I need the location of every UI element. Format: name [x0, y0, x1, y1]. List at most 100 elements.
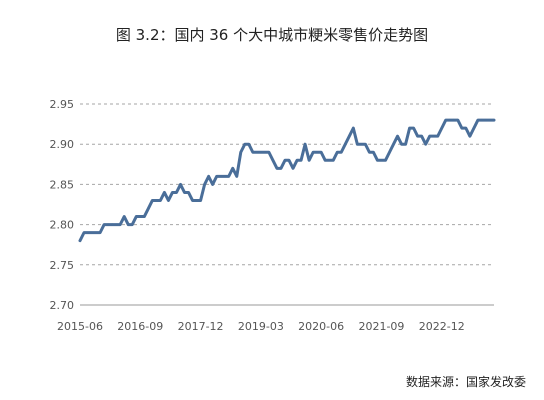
data-point: [400, 143, 403, 146]
data-point: [336, 151, 339, 154]
data-point: [408, 126, 411, 130]
data-point: [464, 126, 468, 130]
data-point: [384, 159, 387, 162]
data-point: [291, 167, 295, 170]
data-point: [444, 118, 447, 122]
x-tick-label: 2019-03: [238, 320, 284, 333]
data-point: [412, 126, 415, 130]
data-point: [328, 159, 331, 162]
data-point: [187, 191, 190, 194]
data-point: [299, 159, 303, 162]
y-tick-label: 2.95: [50, 98, 75, 111]
data-point: [131, 223, 134, 226]
y-tick-label: 2.70: [50, 299, 75, 312]
data-point: [110, 223, 114, 226]
data-point: [195, 199, 198, 202]
data-point: [231, 167, 234, 170]
data-point: [323, 159, 327, 162]
data-point: [219, 175, 222, 178]
data-point: [106, 223, 110, 226]
data-point: [380, 159, 383, 162]
data-point: [251, 151, 255, 154]
data-point: [311, 151, 315, 154]
data-point: [139, 215, 142, 218]
y-tick-label: 2.75: [50, 259, 75, 272]
data-point: [118, 223, 122, 226]
data-point: [78, 239, 82, 242]
data-point: [420, 134, 423, 138]
data-point: [287, 159, 291, 162]
data-point: [215, 175, 218, 178]
data-point: [255, 151, 259, 154]
data-point: [147, 207, 150, 210]
chart-title: 图 3.2：国内 36 个大中城市粳米零售价走势图: [115, 26, 429, 44]
data-point: [171, 191, 174, 194]
y-tick-label: 2.90: [50, 138, 75, 151]
data-point: [163, 191, 166, 194]
data-point: [448, 118, 451, 122]
data-point: [191, 199, 194, 202]
data-point: [259, 151, 263, 154]
data-point: [372, 151, 375, 154]
data-point: [356, 143, 359, 146]
data-point: [376, 159, 379, 162]
x-tick-label: 2022-12: [419, 320, 465, 333]
data-point: [340, 151, 343, 154]
data-point: [472, 126, 476, 130]
data-point: [211, 183, 214, 186]
data-point: [484, 118, 488, 122]
data-point: [428, 134, 431, 138]
data-point: [183, 191, 186, 194]
data-point: [295, 159, 299, 162]
data-point: [235, 175, 238, 178]
data-point: [102, 223, 106, 226]
data-point: [344, 143, 347, 146]
series-line: [78, 118, 496, 243]
data-point: [155, 199, 158, 202]
data-point: [283, 159, 287, 162]
data-point: [179, 183, 182, 186]
data-point: [90, 231, 94, 234]
data-point: [271, 159, 275, 162]
data-point: [275, 167, 279, 170]
data-point: [143, 215, 146, 218]
data-point: [243, 143, 246, 146]
data-point: [94, 231, 98, 234]
data-point: [159, 199, 162, 202]
data-point: [404, 143, 407, 146]
series-layer: [78, 118, 496, 243]
data-point: [82, 231, 86, 234]
y-tick-label: 2.85: [50, 178, 75, 191]
data-point: [151, 199, 154, 202]
data-point: [364, 143, 367, 146]
data-point: [416, 134, 419, 138]
x-tick-label: 2015-06: [57, 320, 103, 333]
x-tick-label: 2020-06: [298, 320, 344, 333]
data-point: [279, 167, 283, 170]
data-point: [476, 118, 480, 122]
data-point: [315, 151, 319, 154]
data-point: [247, 143, 251, 146]
data-point: [207, 175, 210, 178]
data-point: [86, 231, 90, 234]
data-point: [267, 151, 271, 154]
data-point: [263, 151, 267, 154]
data-point: [332, 159, 335, 162]
data-point: [123, 215, 126, 218]
x-tick-label: 2021-09: [358, 320, 404, 333]
data-point: [239, 151, 242, 154]
data-point: [223, 175, 226, 178]
data-point: [199, 199, 202, 202]
data-point: [468, 134, 472, 138]
data-point: [303, 143, 307, 146]
data-point: [98, 231, 102, 234]
gridlines: [80, 103, 494, 266]
data-point: [203, 183, 206, 186]
x-tick-label: 2016-09: [117, 320, 163, 333]
data-point: [167, 199, 170, 202]
data-point: [436, 134, 439, 138]
data-point: [396, 134, 399, 138]
x-tick-label: 2017-12: [178, 320, 224, 333]
data-point: [135, 215, 138, 218]
